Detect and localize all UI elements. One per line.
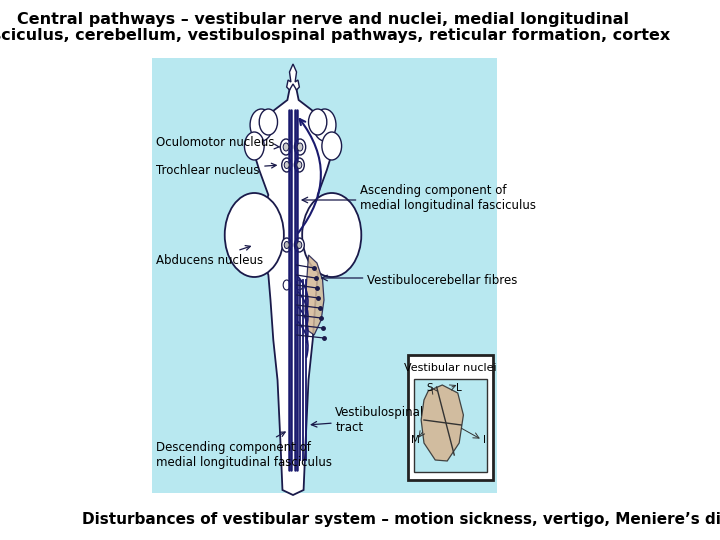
Circle shape [284, 241, 289, 248]
Text: Central pathways – vestibular nerve and nuclei, medial longitudinal: Central pathways – vestibular nerve and … [17, 12, 629, 27]
Circle shape [294, 139, 306, 155]
Text: L: L [456, 383, 462, 393]
Polygon shape [287, 64, 300, 90]
Circle shape [294, 238, 305, 252]
Bar [152, 58, 498, 493]
Text: fasciculus, cerebellum, vestibulospinal pathways, reticular formation, cortex: fasciculus, cerebellum, vestibulospinal … [0, 28, 671, 43]
Polygon shape [305, 255, 324, 335]
Circle shape [283, 143, 289, 151]
Text: Ascending component of
medial longitudinal fasciculus: Ascending component of medial longitudin… [360, 184, 536, 212]
Text: Trochlear nucleus: Trochlear nucleus [156, 163, 276, 177]
Circle shape [225, 193, 284, 277]
Circle shape [284, 161, 289, 168]
Circle shape [322, 132, 341, 160]
Polygon shape [249, 72, 337, 495]
Circle shape [280, 139, 292, 155]
Circle shape [297, 161, 302, 168]
Circle shape [308, 109, 327, 135]
Circle shape [282, 238, 292, 252]
Text: Descending component of
medial longitudinal fasciculus: Descending component of medial longitudi… [156, 432, 332, 469]
Circle shape [250, 109, 273, 141]
Circle shape [302, 193, 361, 277]
Circle shape [297, 241, 302, 248]
Text: Abducens nucleus: Abducens nucleus [156, 246, 263, 267]
Text: Oculomotor nucleus: Oculomotor nucleus [156, 136, 280, 149]
Circle shape [282, 158, 292, 172]
Polygon shape [421, 385, 464, 461]
Bar [414, 379, 487, 472]
Text: I: I [483, 435, 486, 445]
Bar [408, 355, 493, 480]
Circle shape [259, 109, 277, 135]
Circle shape [296, 280, 303, 290]
Text: Disturbances of vestibular system – motion sickness, vertigo, Meniere’s disease: Disturbances of vestibular system – moti… [82, 512, 720, 527]
Text: M: M [411, 435, 420, 445]
Circle shape [294, 158, 305, 172]
Text: Vestibulospinal
tract: Vestibulospinal tract [336, 406, 425, 434]
Text: Vestibular nuclei: Vestibular nuclei [405, 363, 497, 373]
Text: S: S [426, 383, 433, 393]
Circle shape [244, 132, 264, 160]
Circle shape [297, 143, 303, 151]
Circle shape [283, 280, 290, 290]
Text: Vestibulocerebellar fibres: Vestibulocerebellar fibres [367, 273, 517, 287]
Circle shape [313, 109, 336, 141]
